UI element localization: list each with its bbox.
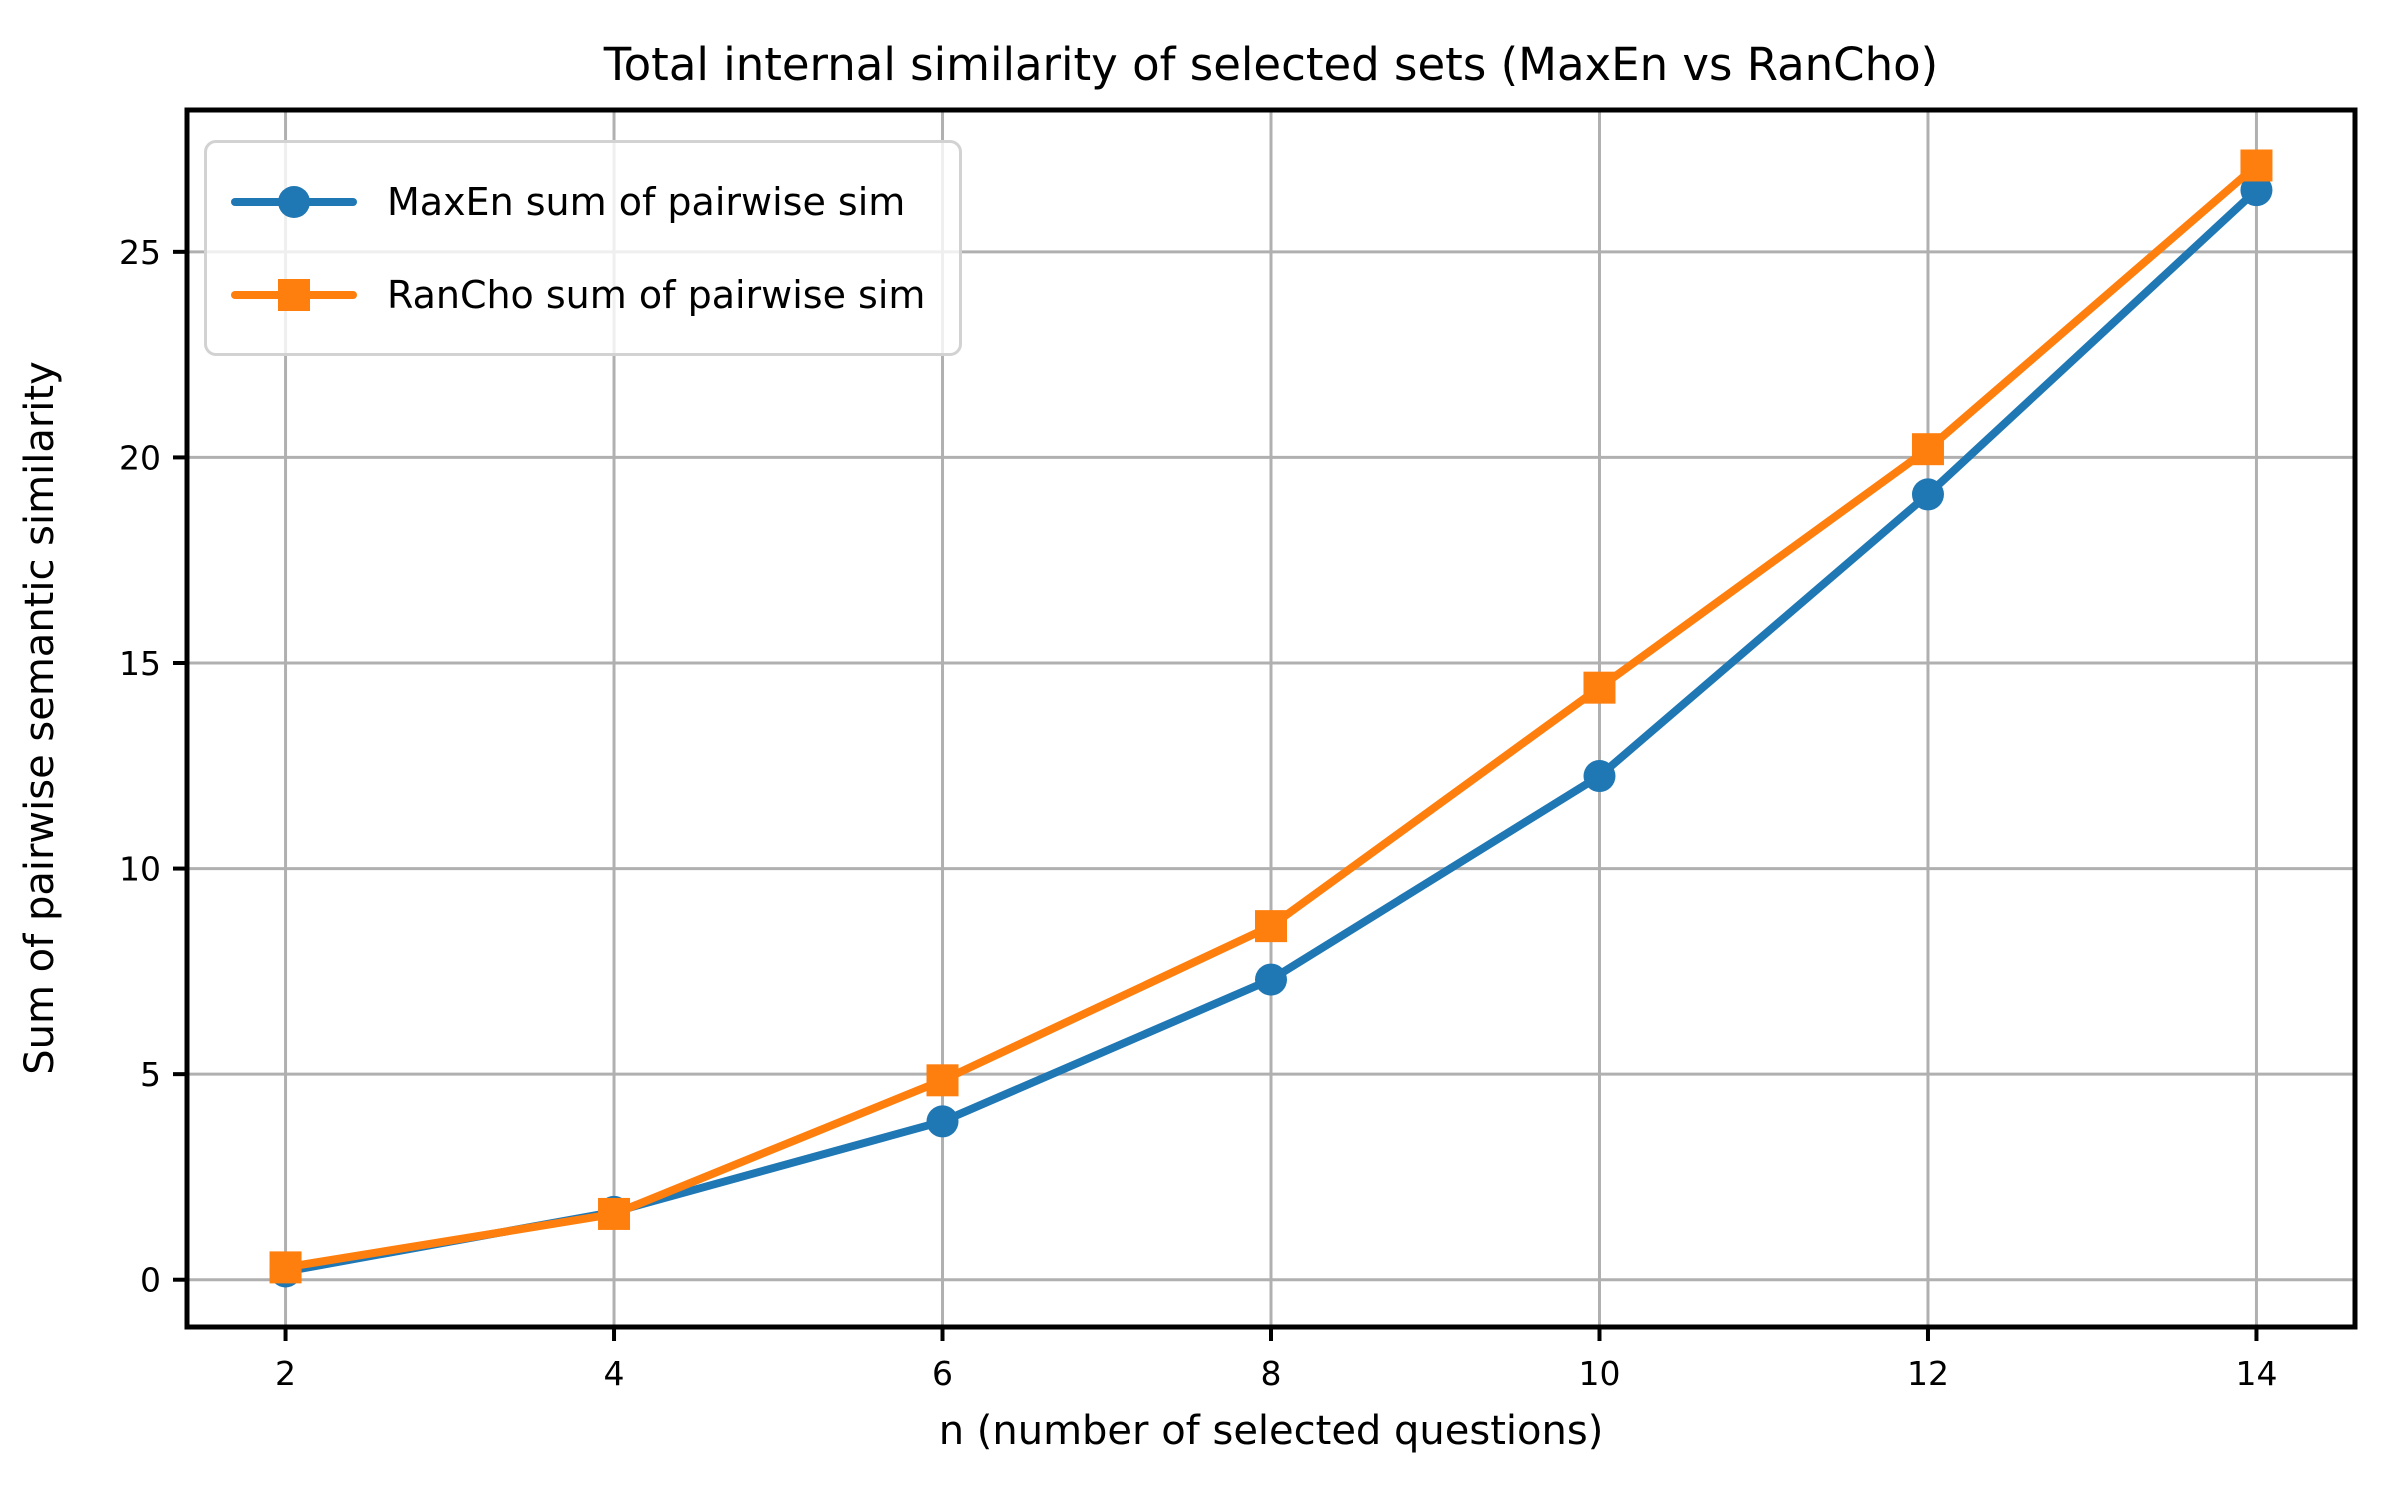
legend-item-rancho: RanCho sum of pairwise sim <box>231 273 935 317</box>
x-axis-label: n (number of selected questions) <box>938 1408 1604 1454</box>
x-tick-label: 8 <box>1261 1354 1282 1393</box>
data-point-circle <box>2240 174 2273 207</box>
data-point-square <box>1911 433 1944 466</box>
y-tick-label: 5 <box>140 1055 161 1094</box>
y-tick-label: 20 <box>119 438 161 477</box>
x-tick-label: 14 <box>2235 1354 2277 1393</box>
y-tick-label: 25 <box>119 233 161 272</box>
x-tick-label: 10 <box>1578 1354 1620 1393</box>
y-tick-label: 10 <box>119 850 161 889</box>
chart-title: Total internal similarity of selected se… <box>603 38 1939 91</box>
legend: MaxEn sum of pairwise sim RanCho sum of … <box>204 140 962 356</box>
data-point-square <box>598 1197 631 1230</box>
legend-label-maxen: MaxEn sum of pairwise sim <box>387 179 906 224</box>
x-tick-label: 2 <box>275 1354 296 1393</box>
legend-sample-circle <box>278 185 310 218</box>
y-tick-label: 15 <box>119 644 161 683</box>
x-tick-label: 6 <box>932 1354 953 1393</box>
legend-sample-square <box>278 278 310 311</box>
y-axis-label-text: Sum of pairwise semantic similarity <box>17 361 63 1075</box>
data-point-square <box>1583 671 1616 704</box>
data-point-square <box>2240 149 2273 182</box>
rancho-series-swatch-icon <box>231 278 357 311</box>
x-tick-label: 4 <box>604 1354 625 1393</box>
data-point-circle <box>1255 963 1287 996</box>
data-point-circle <box>1911 478 1944 511</box>
data-point-circle <box>926 1105 959 1138</box>
x-tick-label: 12 <box>1907 1354 1949 1393</box>
data-point-circle <box>1583 760 1616 793</box>
legend-label-rancho: RanCho sum of pairwise sim <box>387 272 926 317</box>
y-tick-label: 0 <box>140 1261 161 1300</box>
data-point-square <box>269 1251 302 1284</box>
axes-frame <box>184 107 2358 1330</box>
data-point-square <box>926 1064 959 1097</box>
legend-item-maxen: MaxEn sum of pairwise sim <box>231 180 935 224</box>
maxen-series-swatch-icon <box>231 185 357 218</box>
data-point-square <box>1255 910 1287 943</box>
